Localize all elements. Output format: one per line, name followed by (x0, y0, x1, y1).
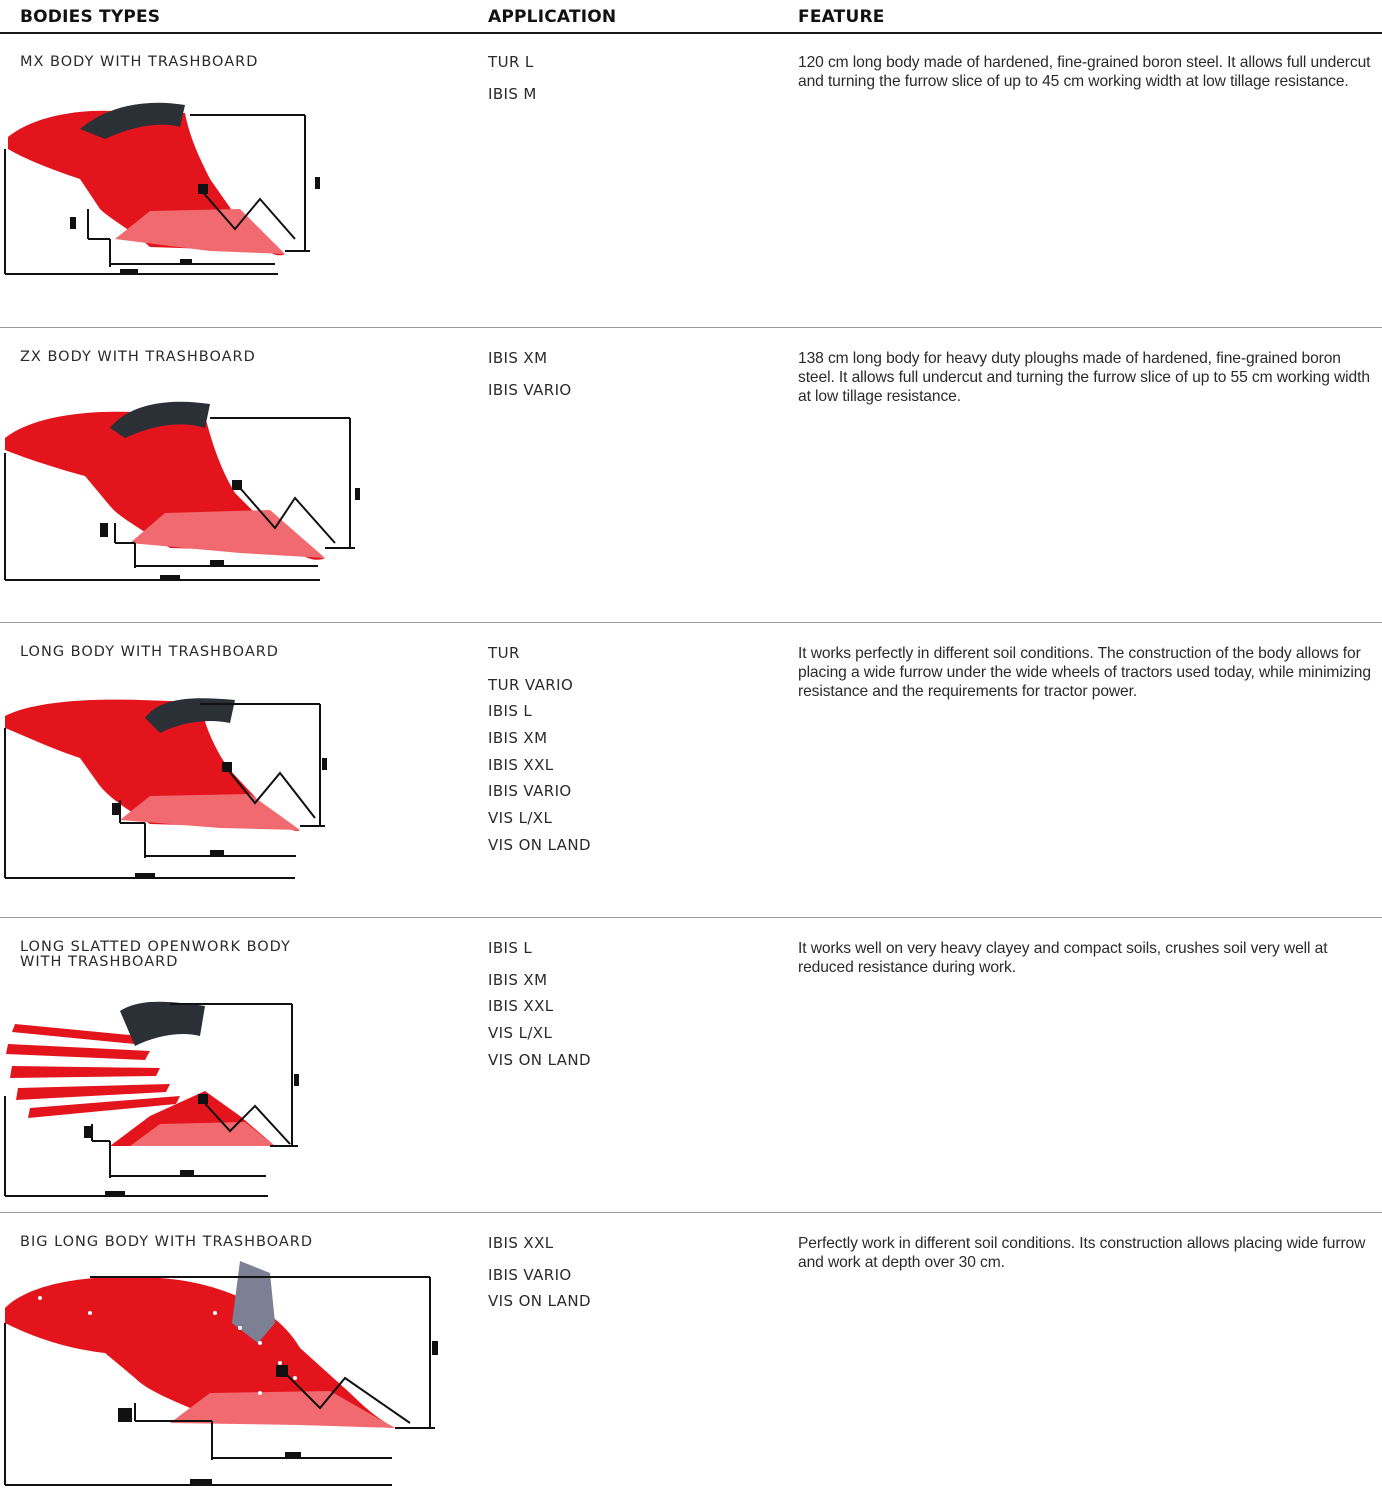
body-type-name: LONG BODY WITH TRASHBOARD (20, 644, 279, 660)
body-type-name: BIG LONG BODY WITH TRASHBOARD (20, 1234, 314, 1250)
table-row: ZX BODY WITH TRASHBOARD IBIS XM IBIS VAR… (0, 328, 1382, 623)
application-item: TUR L (488, 53, 534, 71)
table-row: MX BODY WITH TRASHBOARD TUR L IBIS M 120… (0, 34, 1382, 328)
application-item: VIS ON LAND (488, 1050, 591, 1069)
application-item: IBIS L (488, 939, 533, 957)
application-item: IBIS XXL (488, 755, 554, 774)
application-item: VIS L/XL (488, 1024, 553, 1043)
table-header: BODIES TYPES APPLICATION FEATURE (0, 0, 1382, 34)
table-row: LONG BODY WITH TRASHBOARD TUR TUR VARIO … (0, 623, 1382, 918)
feature-text: It works perfectly in different soil con… (798, 645, 1371, 700)
application-item: IBIS M (488, 84, 537, 103)
feature-text: Perfectly work in different soil conditi… (798, 1235, 1366, 1271)
application-item: IBIS XM (488, 729, 548, 748)
application-item: VIS ON LAND (488, 835, 591, 854)
application-list: TUR TUR VARIO IBIS L IBIS XM IBIS XXL IB… (488, 645, 591, 859)
plough-body-icon (4, 1001, 299, 1197)
application-item: IBIS XXL (488, 1234, 554, 1252)
plough-body-icon (4, 102, 320, 275)
application-list: IBIS XXL IBIS VARIO VIS ON LAND (488, 1235, 591, 1315)
application-item: IBIS XXL (488, 997, 554, 1016)
table-row: LONG SLATTED OPENWORK BODY WITH TRASHBOA… (0, 918, 1382, 1213)
application-item: IBIS VARIO (488, 1265, 572, 1284)
table-row: BIG LONG BODY WITH TRASHBOARD IBIS XXL I… (0, 1213, 1382, 1500)
row-divider (0, 622, 1382, 623)
row-divider (0, 917, 1382, 918)
feature-text: It works well on very heavy clayey and c… (798, 940, 1328, 976)
application-item: IBIS XM (488, 349, 548, 367)
row-divider (0, 327, 1382, 328)
feature-text: 138 cm long body for heavy duty ploughs … (798, 350, 1370, 405)
application-item: IBIS VARIO (488, 782, 572, 801)
plough-body-icon (4, 401, 360, 581)
body-type-name: MX BODY WITH TRASHBOARD (20, 54, 259, 70)
application-item: VIS L/XL (488, 809, 553, 828)
feature-text: 120 cm long body made of hardened, fine-… (798, 54, 1371, 90)
application-item: IBIS XM (488, 970, 548, 989)
row-divider (0, 1212, 1382, 1213)
application-item: IBIS VARIO (488, 380, 572, 399)
plough-body-icon (4, 698, 327, 879)
application-list: IBIS L IBIS XM IBIS XXL VIS L/XL VIS ON … (488, 940, 591, 1073)
application-list: TUR L IBIS M (488, 54, 537, 107)
application-list: IBIS XM IBIS VARIO (488, 350, 572, 403)
plough-body-icon (4, 1261, 438, 1486)
application-item: VIS ON LAND (488, 1292, 591, 1311)
column-header-application: APPLICATION (488, 7, 617, 27)
body-type-name: ZX BODY WITH TRASHBOARD (20, 349, 256, 365)
column-header-feature: FEATURE (798, 7, 885, 27)
application-item: TUR (488, 644, 520, 662)
column-header-bodies-types: BODIES TYPES (20, 7, 161, 27)
application-item: IBIS L (488, 702, 533, 721)
body-type-name: LONG SLATTED OPENWORK BODY WITH TRASHBOA… (20, 939, 291, 970)
application-item: TUR VARIO (488, 675, 574, 694)
